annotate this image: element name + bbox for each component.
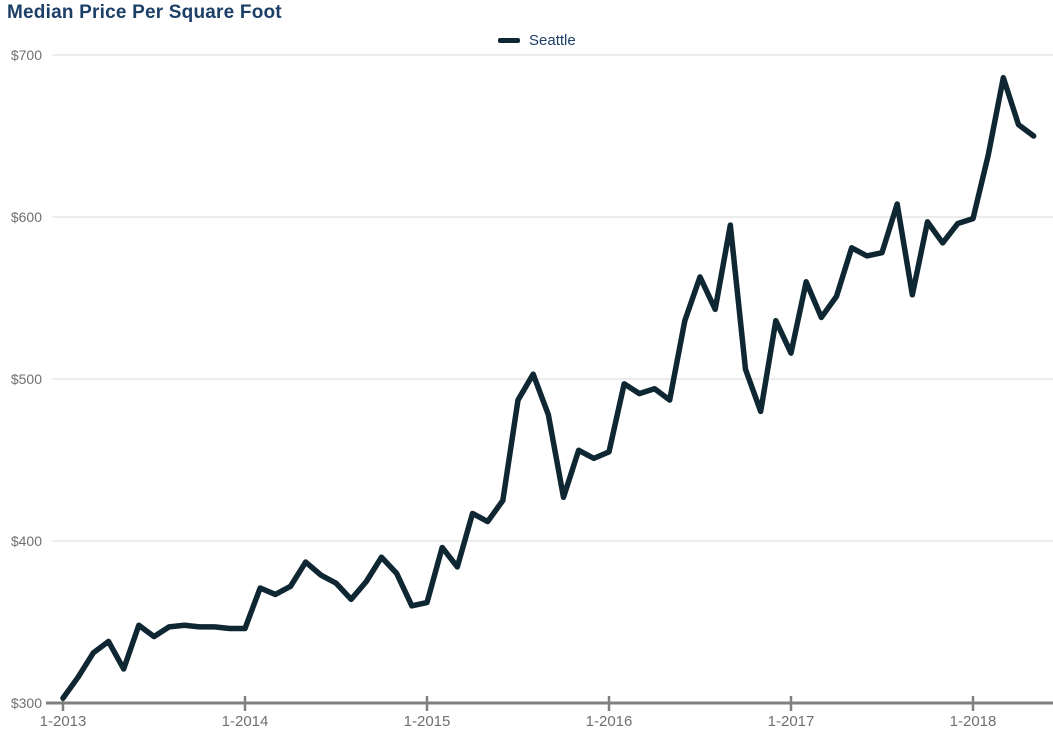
y-axis-tick-label: $600 — [11, 209, 42, 225]
y-axis-tick-label: $500 — [11, 371, 42, 387]
y-axis-tick-label: $400 — [11, 533, 42, 549]
x-axis-tick-label: 1-2016 — [586, 713, 633, 730]
x-axis-tick-label: 1-2017 — [768, 713, 815, 730]
x-axis-tick-label: 1-2018 — [950, 713, 997, 730]
x-axis-tick-label: 1-2013 — [40, 713, 87, 730]
legend: Seattle — [498, 32, 576, 49]
legend-label-seattle: Seattle — [529, 32, 576, 49]
y-axis-tick-label: $300 — [11, 695, 42, 711]
chart-title: Median Price Per Square Foot — [7, 2, 282, 23]
legend-line-swatch-icon — [498, 38, 520, 43]
y-axis-tick-label: $700 — [11, 47, 42, 63]
x-axis-tick-label: 1-2015 — [404, 713, 451, 730]
x-axis-tick-label: 1-2014 — [222, 713, 269, 730]
series-line-seattle — [60, 74, 1037, 701]
